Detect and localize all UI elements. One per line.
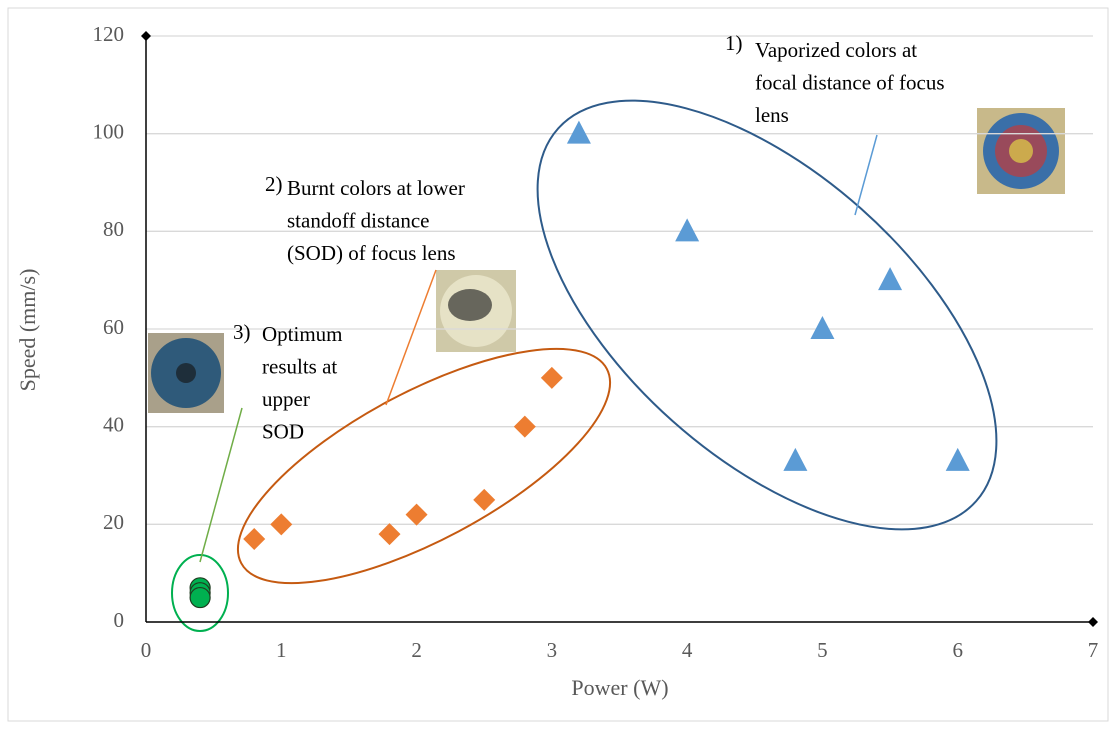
point: [945, 447, 970, 471]
annotation-text: standoff distance: [287, 208, 430, 232]
leader-line: [199, 407, 243, 563]
y-tick-label: 20: [103, 510, 124, 534]
annotation-text: upper: [262, 387, 310, 411]
x-tick-label: 3: [547, 638, 558, 662]
leader-line: [385, 269, 437, 406]
point: [513, 415, 536, 438]
point: [878, 267, 903, 291]
photo-burnt-mark: [448, 289, 492, 321]
annotation-text: (SOD) of focus lens: [287, 241, 456, 265]
point: [540, 366, 563, 389]
y-axis-label: Speed (mm/s): [15, 269, 40, 392]
y-tick-label: 60: [103, 315, 124, 339]
x-tick-label: 1: [276, 638, 287, 662]
point: [675, 218, 700, 242]
annotation-text: SOD: [262, 419, 304, 443]
x-tick-label: 0: [141, 638, 152, 662]
point: [189, 586, 211, 609]
y-tick-label: 0: [114, 608, 125, 632]
x-tick-label: 7: [1088, 638, 1099, 662]
photo-vaporized-core: [1009, 139, 1033, 163]
point: [270, 513, 293, 536]
leader-line: [854, 134, 878, 216]
y-tick-label: 80: [103, 217, 124, 241]
annotation-text: lens: [755, 103, 789, 127]
point: [405, 503, 428, 526]
x-axis-label: Power (W): [571, 675, 668, 700]
y-tick-label: 100: [93, 119, 125, 143]
axis-end: [141, 31, 151, 41]
annotation-number: 3): [233, 320, 251, 344]
axis-end: [1088, 617, 1098, 627]
y-tick-label: 120: [93, 22, 125, 46]
point: [243, 527, 266, 550]
point: [378, 523, 401, 546]
annotation-shapes: [171, 99, 998, 632]
point: [810, 316, 835, 339]
annotation-text: focal distance of focus: [755, 70, 945, 94]
annotation-number: 1): [725, 31, 743, 55]
cluster-ellipse: [536, 99, 998, 531]
annotation-number: 2): [265, 172, 283, 196]
x-tick-label: 5: [817, 638, 828, 662]
cluster-ellipse: [236, 347, 612, 585]
point: [566, 120, 591, 144]
annotation-text: Vaporized colors at: [755, 38, 917, 62]
x-tick-label: 6: [952, 638, 963, 662]
point: [783, 447, 808, 471]
x-tick-label: 2: [411, 638, 422, 662]
y-tick-label: 40: [103, 412, 124, 436]
annotation-text: Burnt colors at lower: [287, 176, 465, 200]
photo-optimum-core: [176, 363, 196, 383]
point: [473, 488, 496, 511]
x-tick-label: 4: [682, 638, 693, 662]
annotation-text: results at: [262, 354, 337, 378]
cluster-ellipse: [171, 554, 229, 632]
annotation-text: Optimum: [262, 322, 343, 346]
